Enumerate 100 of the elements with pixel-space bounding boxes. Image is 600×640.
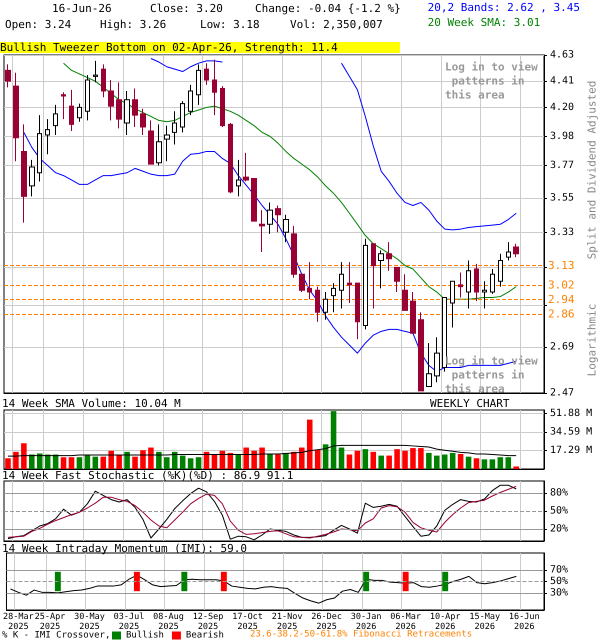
bar — [5, 458, 11, 469]
candlestick — [188, 84, 193, 116]
bar — [283, 452, 289, 469]
y-tick-label: 50% — [550, 506, 568, 516]
candlestick — [108, 79, 114, 121]
candlestick — [394, 266, 400, 293]
bar — [434, 456, 440, 469]
bar — [450, 452, 456, 469]
candlestick — [212, 59, 217, 116]
candlestick — [53, 104, 58, 136]
bar — [44, 454, 50, 469]
candlestick — [331, 282, 336, 313]
bar — [299, 448, 305, 469]
bar — [116, 454, 122, 469]
x-tick-label: 30-May 2025 — [74, 612, 105, 632]
chart-title: 14 Week SMA Volume: 10.04 M — [2, 397, 182, 410]
bar — [251, 450, 257, 469]
ref-line-label: 2.94 — [548, 292, 575, 306]
candlestick — [315, 286, 320, 322]
candlestick — [513, 243, 519, 258]
text: Vol: 2,350,007 — [290, 18, 383, 31]
y-tick-label: 34.59 M — [550, 426, 592, 438]
y-tick-label: 3.55 — [550, 192, 574, 204]
candlestick — [355, 282, 360, 340]
candlestick — [442, 296, 447, 372]
candlestick — [45, 118, 50, 155]
legend-label: Bullish — [126, 630, 164, 640]
candlestick — [418, 312, 424, 392]
bar — [466, 456, 472, 469]
x-tick-label: 03-Jul 2025 — [114, 612, 144, 632]
bar — [418, 448, 424, 469]
y-tick-label: 17.29 M — [550, 444, 592, 456]
y-tick-label: 80% — [550, 488, 568, 498]
candlestick — [434, 336, 440, 383]
bar — [36, 453, 43, 469]
text: Low: 3.18 — [200, 18, 260, 31]
candlestick — [299, 274, 305, 293]
ref-line-label: 3.13 — [548, 259, 574, 272]
bar — [243, 448, 249, 469]
candlestick — [307, 262, 312, 300]
y-tick-label: 4.20 — [550, 102, 574, 113]
candlestick — [77, 103, 82, 122]
bar — [196, 457, 202, 469]
text: 20 Week SMA: 3.01 — [428, 16, 540, 29]
candlestick — [474, 263, 479, 302]
bar — [92, 456, 98, 469]
candlestick — [506, 242, 511, 261]
ref-line-label: 2.86 — [548, 308, 574, 321]
bar — [220, 450, 226, 469]
candlestick — [410, 292, 416, 334]
text: Change: -0.04 {-1.2 %} — [255, 2, 401, 15]
bar — [140, 450, 146, 469]
bar — [402, 450, 408, 469]
legend-title: % K - IMI Crossover, — [2, 630, 110, 640]
bar — [108, 450, 114, 469]
y-tick-label: 30% — [550, 587, 568, 598]
bar — [204, 452, 210, 469]
candlestick — [132, 88, 138, 128]
candlestick — [85, 74, 90, 121]
candlestick — [101, 64, 106, 98]
candlestick — [347, 262, 352, 304]
bar — [180, 456, 186, 469]
bar — [275, 454, 281, 469]
candlestick — [466, 260, 471, 310]
candlestick — [498, 253, 503, 288]
bar — [513, 466, 519, 469]
x-tick-label: 25-Apr 2025 — [34, 612, 66, 632]
bar — [362, 449, 368, 469]
bar — [172, 452, 178, 469]
candlestick — [21, 124, 27, 224]
y-tick-label: 3.33 — [550, 226, 574, 238]
candlestick — [148, 120, 154, 165]
y-tick-label: 51.88 M — [550, 408, 592, 419]
y-tick-label: 50% — [550, 576, 568, 587]
bar — [291, 452, 297, 469]
y-tick-label: 4.41 — [550, 76, 574, 87]
bar — [394, 449, 400, 469]
bar — [76, 457, 82, 469]
chart-title: 14 Week Intraday Momentum (IMI): 59.0 — [2, 542, 248, 555]
ref-line-label: 3.02 — [548, 278, 574, 292]
candlestick — [402, 274, 408, 311]
text: Bullish Tweezer Bottom on 02-Apr-26, Strength: 11.4 — [0, 41, 338, 54]
y-axis-title: Split and Dividend Adjusted — [586, 80, 598, 260]
text: 16-Jun-26 — [52, 2, 112, 15]
bar — [148, 448, 154, 469]
bar — [482, 459, 488, 469]
candlestick — [243, 152, 249, 182]
bar — [458, 454, 464, 469]
candlestick — [13, 72, 19, 162]
candlestick — [220, 86, 225, 128]
x-tick-label: 12-Sep 2025 — [192, 612, 224, 632]
bar — [21, 443, 27, 469]
bar — [426, 452, 432, 469]
bar — [386, 456, 392, 469]
y-tick-label: 4.63 — [550, 50, 574, 60]
candlestick — [140, 108, 146, 136]
candlestick — [156, 124, 162, 166]
candlestick — [236, 159, 241, 197]
bar — [68, 457, 74, 469]
bar — [370, 452, 376, 469]
